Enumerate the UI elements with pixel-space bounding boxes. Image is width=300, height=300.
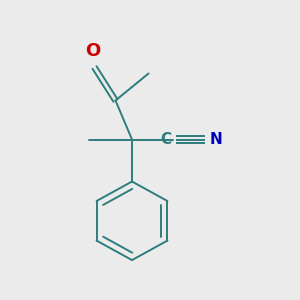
Text: C: C (160, 132, 171, 147)
Text: N: N (210, 132, 223, 147)
Text: O: O (85, 42, 100, 60)
